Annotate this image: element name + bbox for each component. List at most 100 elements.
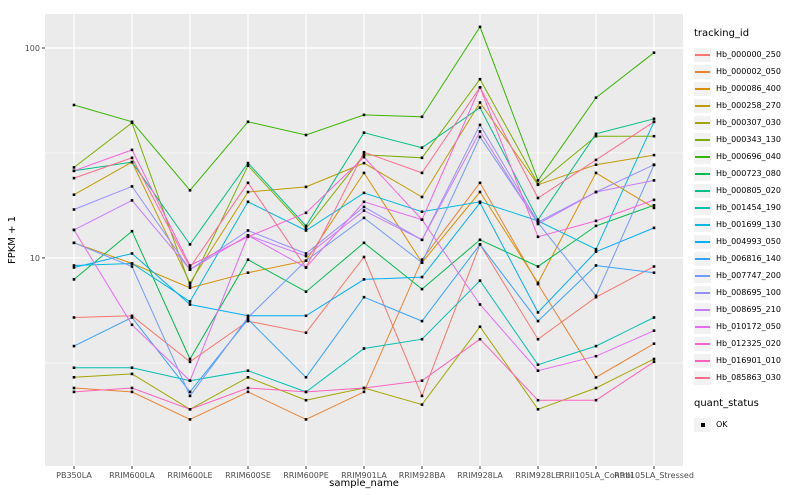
data-point <box>246 318 250 321</box>
data-point <box>72 266 76 269</box>
x-tick-label: RRIM928LE <box>515 471 560 480</box>
legend-item[interactable]: Hb_000307_030 <box>694 114 798 131</box>
legend-item-label: Hb_085863_030 <box>716 373 781 382</box>
data-point <box>362 155 366 159</box>
legend-item[interactable]: Hb_006816_140 <box>694 250 798 267</box>
data-point <box>536 179 540 182</box>
legend-item[interactable]: Hb_016901_010 <box>694 352 798 369</box>
data-point <box>72 103 76 107</box>
series-color-line-icon <box>695 87 710 90</box>
legend-item[interactable]: Hb_085863_030 <box>694 369 798 386</box>
data-point <box>246 229 250 232</box>
data-point <box>72 366 76 369</box>
legend-key-icon <box>694 81 711 96</box>
legend-item[interactable]: Hb_010172_050 <box>694 318 798 335</box>
legend-item-label: Hb_000000_250 <box>716 50 781 59</box>
data-point <box>246 181 250 185</box>
legend-key-icon <box>694 200 711 215</box>
y-tick-label: 10 <box>30 254 40 263</box>
series-color-line-icon <box>695 325 710 328</box>
legend-item-label: Hb_007747_200 <box>716 271 781 280</box>
legend-item-label: Hb_008695_100 <box>716 288 781 297</box>
data-point <box>72 208 76 211</box>
data-point <box>130 148 134 152</box>
data-point <box>362 295 366 299</box>
x-tick-label: PB350LA <box>56 471 92 480</box>
legend-item[interactable]: Hb_000258_270 <box>694 97 798 114</box>
data-point <box>536 220 540 224</box>
quant-status-title: quant_status <box>694 398 759 409</box>
data-point <box>536 369 540 372</box>
legend-key-icon <box>694 285 711 300</box>
data-point <box>188 394 192 398</box>
data-point <box>72 169 76 173</box>
data-point <box>304 254 308 258</box>
legend-item[interactable]: Hb_001454_190 <box>694 199 798 216</box>
data-point <box>130 199 134 202</box>
data-point <box>478 201 482 205</box>
y-tick-label: 100 <box>25 44 40 53</box>
data-point <box>594 134 598 138</box>
data-point <box>362 191 366 195</box>
data-point <box>478 123 482 127</box>
data-point <box>304 259 308 262</box>
legend-key-icon <box>694 319 711 334</box>
data-point <box>420 258 424 261</box>
data-point <box>304 331 308 334</box>
data-point <box>652 134 656 138</box>
legend-item[interactable]: Hb_000000_250 <box>694 46 798 63</box>
data-point <box>130 323 134 327</box>
data-point <box>246 319 250 323</box>
data-point <box>478 106 482 109</box>
data-point <box>72 228 76 232</box>
series-color-line-icon <box>695 121 710 124</box>
data-point <box>362 113 366 117</box>
legend-item[interactable]: Hb_004993_050 <box>694 233 798 250</box>
data-point <box>594 264 598 267</box>
legend-item[interactable]: Hb_001699_130 <box>694 216 798 233</box>
legend-item[interactable]: Hb_008695_210 <box>694 301 798 318</box>
data-point <box>188 379 192 382</box>
legend-item-label: Hb_012325_020 <box>716 339 781 348</box>
data-point <box>420 146 424 149</box>
data-point <box>652 163 656 166</box>
data-point <box>478 25 482 29</box>
data-point <box>130 229 134 233</box>
legend-item[interactable]: Hb_000805_020 <box>694 182 798 199</box>
series-color-line-icon <box>695 257 710 260</box>
data-point <box>304 314 308 318</box>
data-point <box>362 241 366 245</box>
data-point <box>420 195 424 199</box>
data-point <box>246 161 250 165</box>
data-point <box>304 266 308 269</box>
data-point <box>72 390 76 394</box>
data-point <box>420 403 424 406</box>
legend-item-ok[interactable]: OK <box>694 416 798 433</box>
legend-item[interactable]: Hb_000696_040 <box>694 148 798 165</box>
data-point <box>652 316 656 319</box>
data-point <box>188 284 192 287</box>
legend-key-icon <box>694 417 711 432</box>
x-tick-label: RRIM928LA <box>457 471 503 480</box>
data-point <box>652 51 656 54</box>
legend-item[interactable]: Hb_008695_100 <box>694 284 798 301</box>
legend-item[interactable]: Hb_000086_400 <box>694 80 798 97</box>
legend-item[interactable]: Hb_012325_020 <box>694 335 798 352</box>
legend-key-icon <box>694 336 711 351</box>
data-point <box>536 281 540 285</box>
x-tick-label: RRIM600LE <box>167 471 212 480</box>
data-point <box>594 158 598 162</box>
legend-item-label: Hb_000696_040 <box>716 152 781 161</box>
data-point <box>420 261 424 264</box>
data-point <box>420 115 424 119</box>
data-point <box>246 390 250 394</box>
data-point <box>594 163 598 166</box>
legend-key-icon <box>694 64 711 79</box>
data-point <box>188 418 192 421</box>
legend-item[interactable]: Hb_007747_200 <box>694 267 798 284</box>
data-point <box>536 319 540 323</box>
legend-item-label: Hb_010172_050 <box>716 322 781 331</box>
legend-item[interactable]: Hb_000723_080 <box>694 165 798 182</box>
legend-item[interactable]: Hb_000343_130 <box>694 131 798 148</box>
legend-item[interactable]: Hb_000002_050 <box>694 63 798 80</box>
